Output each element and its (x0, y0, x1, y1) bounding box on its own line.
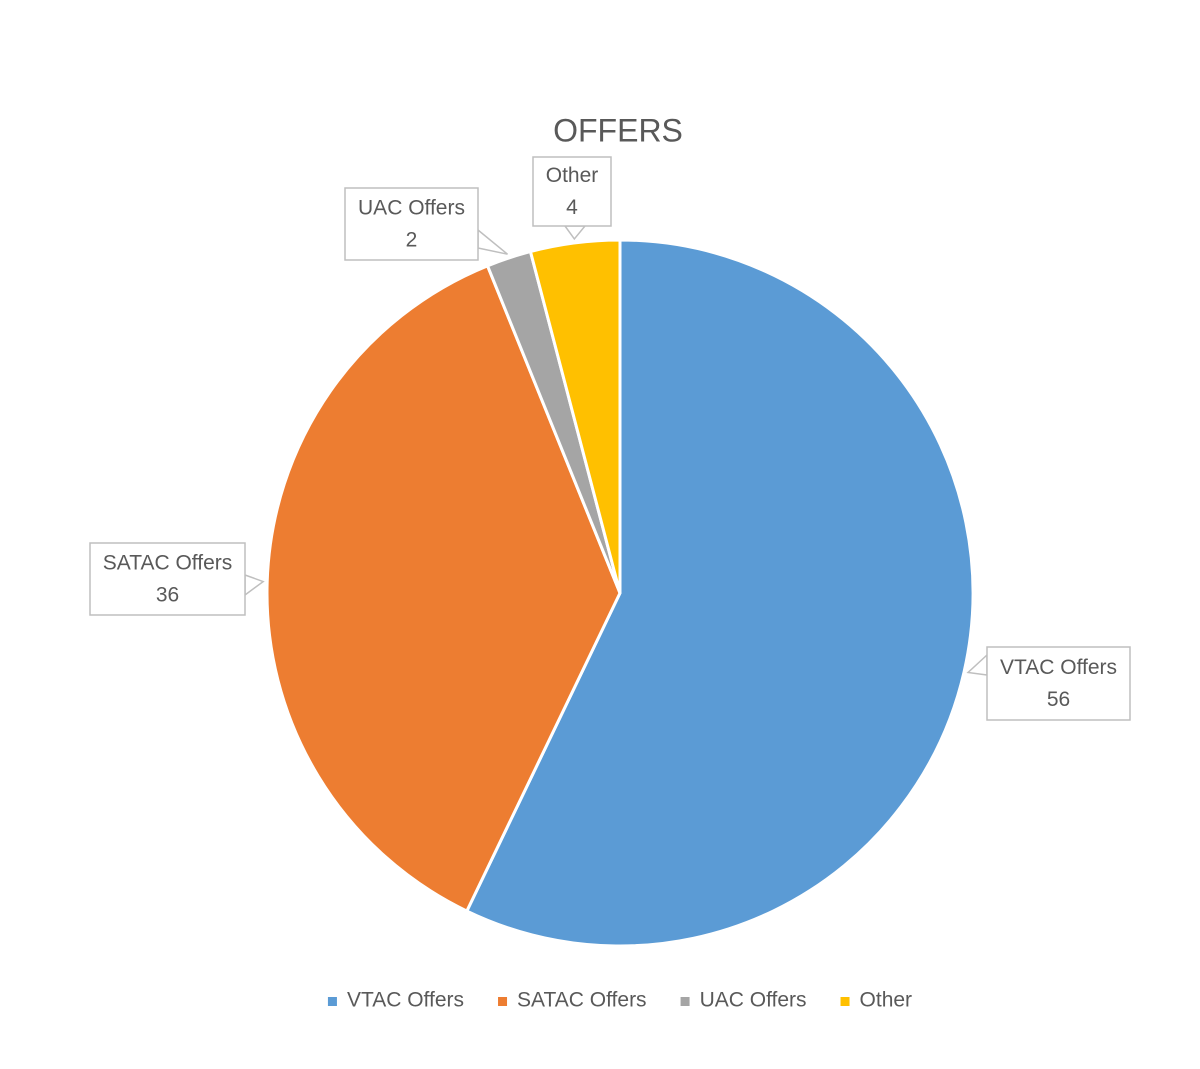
pie-slice (464, 238, 975, 948)
data-label-category: SATAC Offers (103, 552, 233, 575)
data-label-category: Other (546, 164, 599, 187)
legend-swatch (327, 997, 337, 1006)
legend-label: SATAC Offers (517, 989, 647, 1012)
data-label-value: 2 (406, 229, 418, 252)
callout-cover (534, 158, 610, 225)
legend-label: Other (860, 989, 913, 1012)
data-label-category: UAC Offers (358, 197, 465, 220)
pie-slice (528, 238, 622, 594)
data-label-category: VTAC Offers (1000, 656, 1117, 679)
legend-label: UAC Offers (700, 989, 807, 1012)
data-label-value: 4 (566, 196, 578, 219)
callout-cover (91, 544, 244, 614)
legend-swatch (840, 997, 850, 1006)
data-label-value: 56 (1047, 688, 1070, 711)
callout-cover (988, 648, 1129, 719)
legend-swatch (680, 997, 690, 1006)
legend-label: VTAC Offers (347, 989, 464, 1012)
callout-cover (346, 189, 477, 259)
pie-slice (265, 263, 622, 914)
chart-title: OFFERS (553, 112, 683, 148)
data-label-value: 36 (156, 584, 179, 607)
legend-swatch (498, 997, 508, 1006)
